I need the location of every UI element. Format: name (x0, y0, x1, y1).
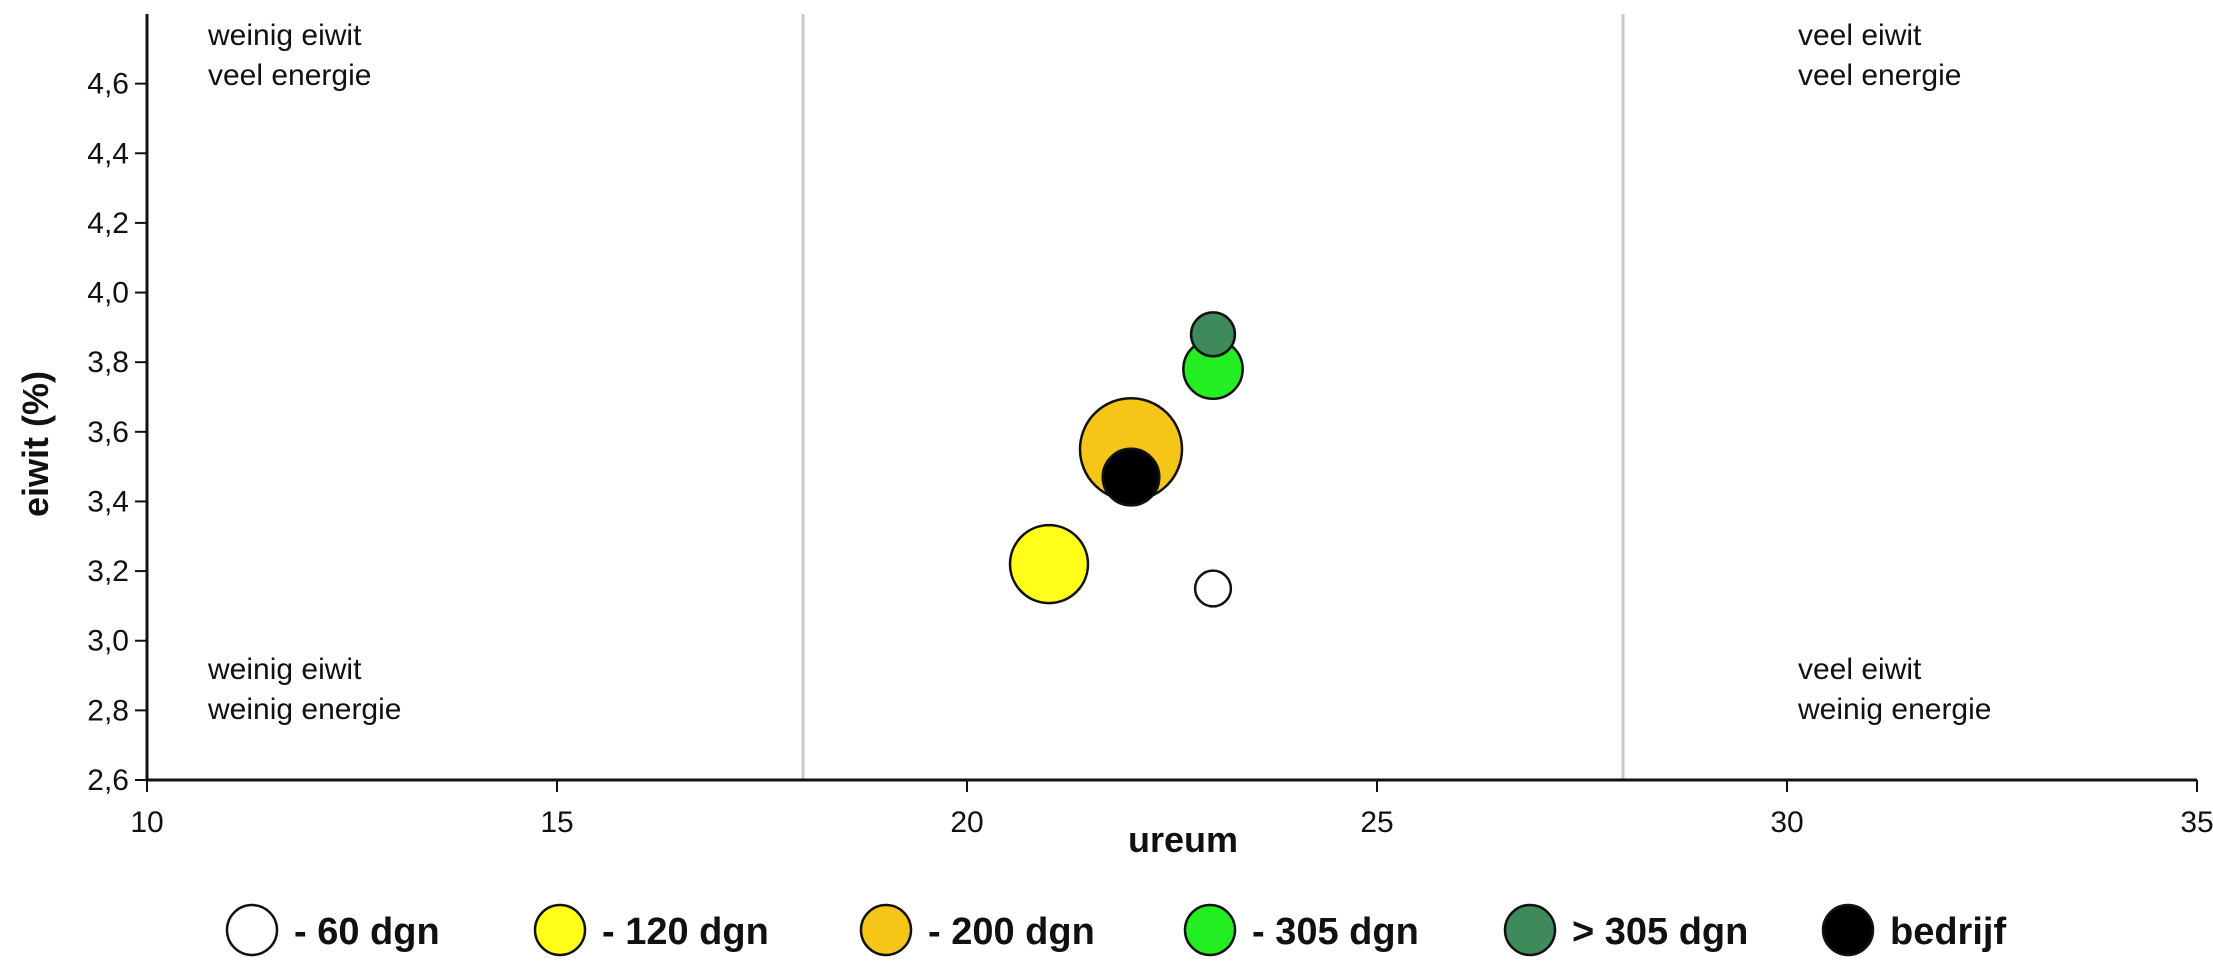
bubble-5 (1101, 447, 1161, 507)
y-tick-label: 4,6 (87, 68, 129, 101)
bubble-4 (1189, 311, 1237, 358)
legend-marker-5 (1821, 903, 1875, 957)
reference-lines (801, 14, 1625, 780)
y-axis-title: eiwit (%) (15, 371, 56, 517)
tick-labels: 10 15 20 25 30 35 2,6 2,8 3,0 3,2 3,4 3,6 3,8 4,0 4,2 4… (87, 68, 2213, 839)
x-tick-label: 15 (540, 806, 573, 839)
y-tick-label: 3,6 (87, 416, 129, 449)
quadrant-labels: weinig eiwit veel energie veel eiwit veel e… (207, 19, 1991, 726)
x-tick-label: 30 (1770, 806, 1803, 839)
y-tick-label: 4,0 (87, 277, 129, 310)
quadrant-label-bottom-left: weinig energie (207, 693, 401, 726)
quadrant-label-top-right: veel energie (1798, 59, 1961, 92)
legend-marker-0 (225, 903, 279, 957)
legend-marker-4 (1503, 903, 1557, 957)
x-axis-title: ureum (1128, 819, 1238, 860)
y-tick-label: 3,2 (87, 555, 129, 588)
quadrant-label-top-left: weinig eiwit (207, 19, 362, 52)
legend-label-4: > 305 dgn (1572, 911, 1748, 953)
y-tick-label: 3,8 (87, 346, 129, 379)
y-tick-label: 3,0 (87, 625, 129, 658)
y-tick-label: 2,6 (87, 764, 129, 797)
axes (145, 14, 2197, 782)
quadrant-label-bottom-right: veel eiwit (1798, 653, 1922, 686)
legend-label-2: - 200 dgn (928, 911, 1095, 953)
legend: - 60 dgn - 120 dgn - 200 dgn - 305 dgn > 305… (225, 903, 2006, 957)
y-tick-label: 4,4 (87, 137, 129, 170)
x-tick-label: 35 (2180, 806, 2213, 839)
bubbles (1008, 311, 1244, 608)
legend-label-5: bedrijf (1890, 911, 2006, 953)
x-tick-label: 20 (950, 806, 983, 839)
legend-label-0: - 60 dgn (294, 911, 440, 953)
legend-marker-3 (1183, 903, 1237, 957)
legend-label-1: - 120 dgn (602, 911, 769, 953)
y-tick-label: 4,2 (87, 207, 129, 240)
y-tick-label: 2,8 (87, 694, 129, 727)
bubble-1 (1008, 523, 1090, 605)
x-tick-label: 25 (1360, 806, 1393, 839)
quadrant-label-bottom-right: weinig energie (1797, 693, 1991, 726)
quadrant-label-top-left: veel energie (208, 59, 371, 92)
quadrant-label-bottom-left: weinig eiwit (207, 653, 362, 686)
y-tick-label: 3,4 (87, 485, 129, 518)
legend-marker-1 (533, 903, 587, 957)
x-tick-label: 10 (130, 806, 163, 839)
legend-marker-2 (859, 903, 913, 957)
quadrant-label-top-right: veel eiwit (1798, 19, 1922, 52)
axis-titles: ureum eiwit (%) (15, 371, 1238, 860)
legend-label-3: - 305 dgn (1252, 911, 1419, 953)
bubble-0 (1193, 569, 1233, 608)
